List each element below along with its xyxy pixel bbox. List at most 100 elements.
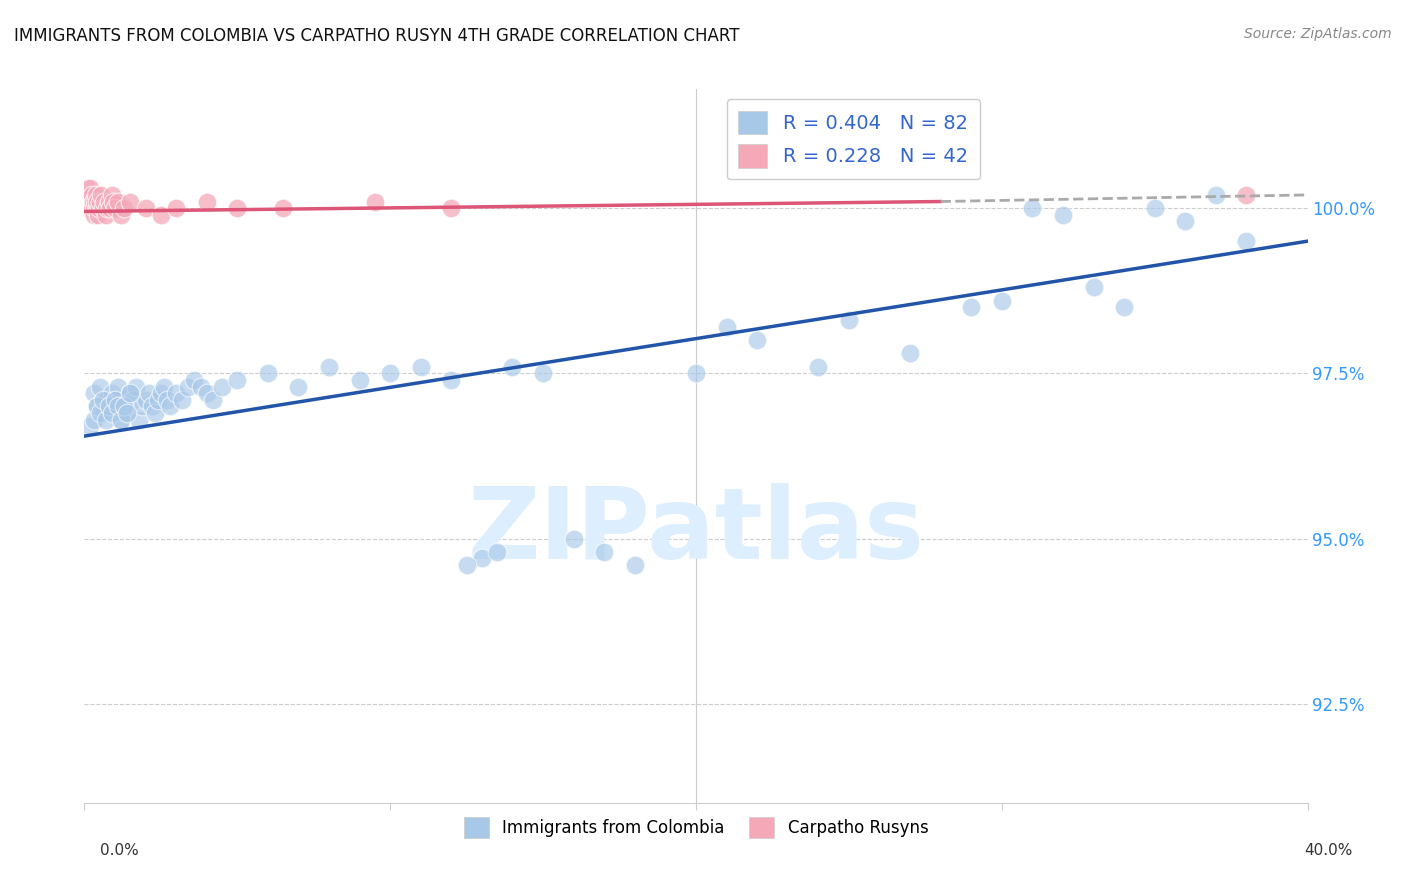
Point bbox=[190, 379, 212, 393]
Point bbox=[153, 379, 176, 393]
Point bbox=[86, 201, 108, 215]
Point bbox=[1083, 280, 1105, 294]
Point bbox=[97, 400, 120, 414]
Point bbox=[80, 201, 103, 215]
Point bbox=[77, 188, 100, 202]
Point bbox=[380, 367, 402, 381]
Point bbox=[115, 406, 138, 420]
Point bbox=[122, 392, 145, 407]
Point bbox=[991, 293, 1014, 308]
Point bbox=[135, 201, 157, 215]
Point bbox=[156, 392, 179, 407]
Point bbox=[318, 359, 340, 374]
Point bbox=[86, 400, 108, 414]
Point bbox=[747, 333, 769, 347]
Point bbox=[172, 392, 194, 407]
Point bbox=[120, 386, 142, 401]
Point bbox=[440, 373, 463, 387]
Point bbox=[90, 188, 112, 202]
Point bbox=[141, 400, 163, 414]
Point bbox=[960, 300, 983, 314]
Point bbox=[195, 386, 218, 401]
Point bbox=[177, 379, 200, 393]
Point bbox=[107, 400, 129, 414]
Text: ZIPatlas: ZIPatlas bbox=[468, 483, 924, 580]
Point bbox=[149, 208, 172, 222]
Point bbox=[1205, 188, 1227, 202]
Point bbox=[94, 392, 117, 407]
Point bbox=[226, 201, 249, 215]
Point bbox=[94, 208, 117, 222]
Point bbox=[159, 400, 181, 414]
Point bbox=[84, 194, 107, 209]
Point bbox=[165, 201, 187, 215]
Point bbox=[131, 400, 153, 414]
Point bbox=[97, 194, 120, 209]
Point bbox=[349, 373, 371, 387]
Point bbox=[101, 188, 124, 202]
Point bbox=[110, 412, 132, 426]
Point bbox=[79, 181, 101, 195]
Point bbox=[685, 367, 707, 381]
Point bbox=[87, 201, 110, 215]
Point bbox=[1174, 214, 1197, 228]
Point bbox=[75, 188, 97, 202]
Point bbox=[128, 412, 150, 426]
Point bbox=[593, 545, 616, 559]
Point bbox=[101, 406, 124, 420]
Point bbox=[89, 379, 111, 393]
Point bbox=[96, 201, 118, 215]
Point bbox=[107, 194, 129, 209]
Point bbox=[226, 373, 249, 387]
Point bbox=[110, 208, 132, 222]
Point bbox=[165, 386, 187, 401]
Point bbox=[101, 386, 124, 401]
Point bbox=[83, 201, 105, 215]
Point bbox=[91, 406, 114, 420]
Point bbox=[409, 359, 432, 374]
Point bbox=[1052, 208, 1074, 222]
Point bbox=[456, 558, 478, 572]
Point bbox=[84, 188, 107, 202]
Point bbox=[83, 412, 105, 426]
Point bbox=[440, 201, 463, 215]
Text: 40.0%: 40.0% bbox=[1305, 843, 1353, 858]
Point bbox=[201, 392, 224, 407]
Point bbox=[76, 181, 98, 195]
Point bbox=[471, 551, 494, 566]
Point bbox=[271, 201, 294, 215]
Point bbox=[257, 367, 280, 381]
Point bbox=[104, 201, 127, 215]
Point bbox=[531, 367, 554, 381]
Point bbox=[89, 406, 111, 420]
Point bbox=[898, 346, 921, 360]
Point bbox=[287, 379, 309, 393]
Point bbox=[1114, 300, 1136, 314]
Point bbox=[183, 373, 205, 387]
Point bbox=[1236, 234, 1258, 248]
Text: IMMIGRANTS FROM COLOMBIA VS CARPATHO RUSYN 4TH GRADE CORRELATION CHART: IMMIGRANTS FROM COLOMBIA VS CARPATHO RUS… bbox=[14, 27, 740, 45]
Point bbox=[716, 320, 738, 334]
Point bbox=[91, 201, 114, 215]
Point bbox=[107, 379, 129, 393]
Point bbox=[87, 208, 110, 222]
Point bbox=[86, 194, 108, 209]
Point bbox=[364, 194, 387, 209]
Point bbox=[112, 400, 135, 414]
Point bbox=[120, 386, 142, 401]
Point bbox=[112, 201, 135, 215]
Point bbox=[149, 386, 172, 401]
Point bbox=[79, 194, 101, 209]
Point bbox=[1143, 201, 1166, 215]
Point bbox=[104, 392, 127, 407]
Text: Source: ZipAtlas.com: Source: ZipAtlas.com bbox=[1244, 27, 1392, 41]
Point bbox=[104, 392, 127, 407]
Point bbox=[211, 379, 233, 393]
Point bbox=[1021, 201, 1043, 215]
Point bbox=[83, 386, 105, 401]
Point bbox=[80, 188, 103, 202]
Point bbox=[76, 194, 98, 209]
Point bbox=[110, 412, 132, 426]
Point bbox=[77, 201, 100, 215]
Point bbox=[624, 558, 647, 572]
